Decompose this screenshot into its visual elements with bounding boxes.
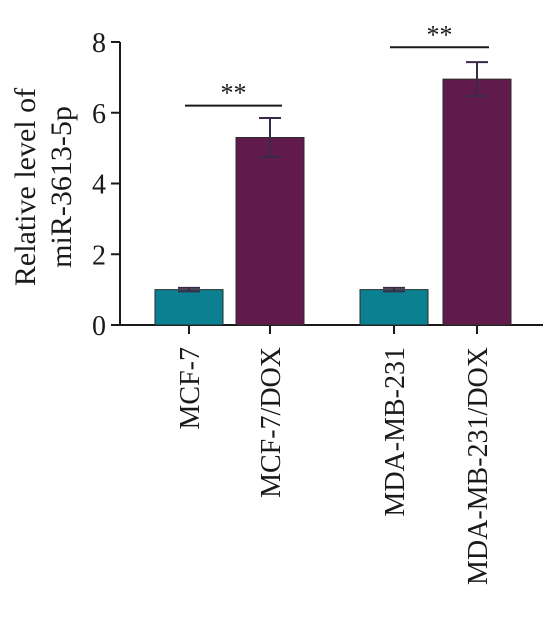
bar-mcf-7-dox [235, 137, 305, 326]
x-tick-label: MCF-7 [175, 347, 206, 429]
error-bars-group [178, 61, 488, 293]
y-axis-label-group: Relative level of miR-3613-5p [9, 88, 78, 286]
y-tick-label: 8 [92, 28, 106, 59]
x-tick-label: MCF-7/DOX [256, 347, 287, 498]
bar-mda-mb-231-dox [442, 78, 512, 326]
significance-label: ** [427, 20, 453, 49]
y-axis-label-line-1: Relative level of [9, 88, 42, 286]
y-axis-label-line-2: miR-3613-5p [45, 106, 78, 268]
y-tick-label: 4 [92, 170, 106, 201]
bar-mcf-7 [154, 289, 224, 326]
bar-mda-mb-231 [359, 289, 429, 326]
x-tick-label: MDA-MB-231/DOX [463, 347, 494, 585]
y-axis: 0 2 4 6 8 [92, 28, 121, 342]
significance-label: ** [221, 79, 247, 108]
y-tick-label: 0 [92, 311, 106, 342]
x-tick-label: MDA-MB-231 [380, 347, 411, 517]
category-labels-group: MCF-7 MCF-7/DOX MDA-MB-231 MDA-MB-231/DOX [175, 347, 494, 585]
y-tick-label: 2 [92, 240, 106, 271]
y-tick-label: 6 [92, 99, 106, 130]
x-axis [120, 324, 543, 334]
bars-group [154, 78, 512, 326]
significance-group: ** ** [185, 20, 489, 108]
